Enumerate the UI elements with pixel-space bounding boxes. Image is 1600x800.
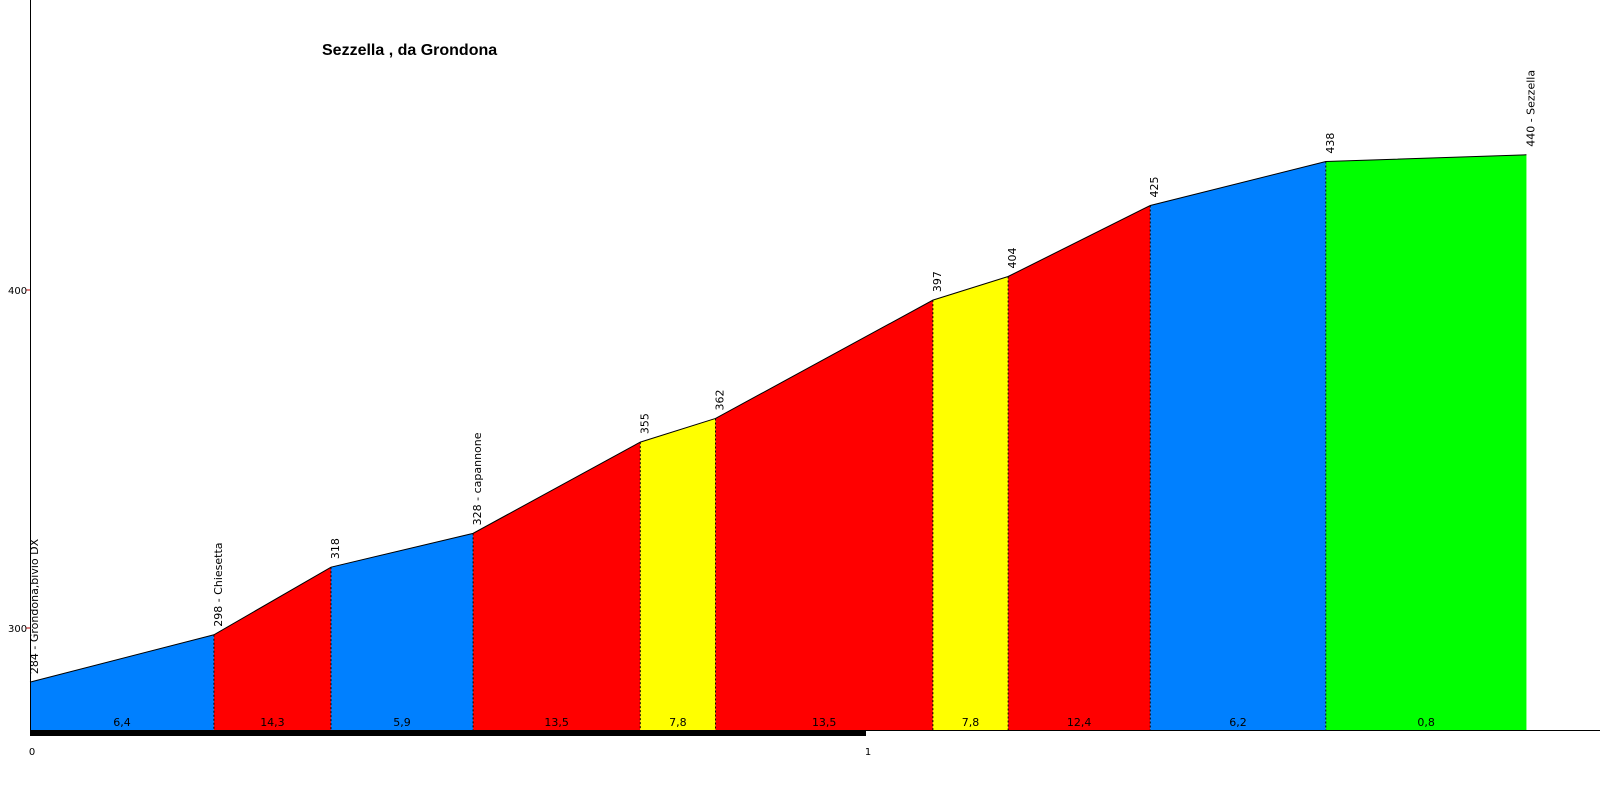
- gradient-segments: [30, 154, 1527, 731]
- elevation-label: 440 - Sezzella: [1524, 70, 1537, 147]
- y-axis-ticks: 300 400: [8, 286, 30, 635]
- segment-area: [30, 634, 214, 730]
- elevation-label: 318: [329, 538, 342, 559]
- segment-area: [213, 567, 331, 730]
- elevation-label: 284 - Grondona,bivio DX: [28, 538, 41, 674]
- segment-area: [1150, 161, 1326, 730]
- segment-area: [473, 442, 641, 730]
- gradient-label: 7,8: [962, 716, 980, 729]
- gradient-label: 14,3: [260, 716, 285, 729]
- gradient-labels: 6,4 14,3 5,9 13,5 7,8 13,5 7,8 12,4 6,2 0,8: [113, 716, 1435, 729]
- gradient-label: 13,5: [544, 716, 569, 729]
- x-tick-label: 0: [29, 747, 35, 758]
- elevation-label: 404: [1006, 247, 1019, 268]
- elevation-label: 298 - Chiesetta: [212, 542, 225, 626]
- elevation-label: 438: [1324, 133, 1337, 154]
- elevation-labels: 284 - Grondona,bivio DX 298 - Chiesetta 31…: [28, 70, 1537, 674]
- segment-area: [1008, 205, 1151, 730]
- gradient-label: 12,4: [1067, 716, 1092, 729]
- y-tick-label: 400: [8, 286, 27, 297]
- gradient-label: 13,5: [812, 716, 837, 729]
- segment-area: [932, 276, 1009, 730]
- elevation-label: 425: [1148, 177, 1161, 198]
- x-axis-scale-bar: [30, 730, 866, 736]
- chart-title: Sezzella , da Grondona: [322, 42, 497, 59]
- segment-area: [640, 418, 716, 730]
- gradient-label: 5,9: [393, 716, 411, 729]
- segment-area: [1325, 154, 1527, 731]
- y-tick-label: 300: [8, 624, 27, 635]
- gradient-label: 6,4: [113, 716, 131, 729]
- segment-area: [330, 533, 474, 730]
- gradient-label: 6,2: [1229, 716, 1247, 729]
- gradient-label: 0,8: [1417, 716, 1435, 729]
- segment-dividers: [213, 161, 1327, 730]
- elevation-label: 362: [714, 389, 727, 410]
- elevation-label: 328 - capannone: [471, 432, 484, 525]
- profile-line: [29, 154, 1527, 683]
- elevation-label: 397: [931, 271, 944, 292]
- elevation-label: 355: [638, 413, 651, 434]
- x-tick-label: 1: [865, 747, 871, 758]
- gradient-label: 7,8: [669, 716, 687, 729]
- segment-area: [715, 300, 933, 730]
